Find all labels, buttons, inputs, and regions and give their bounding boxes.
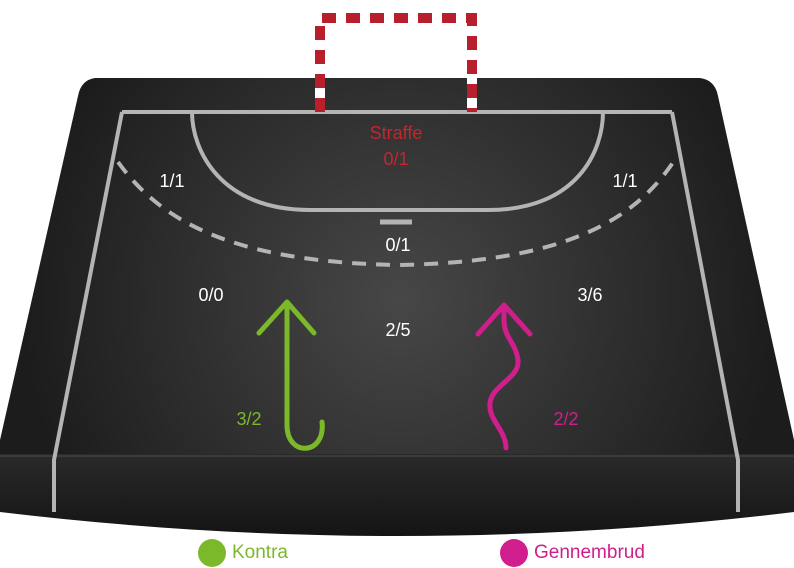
right-side-line — [670, 111, 740, 512]
gennembrud-color-dot — [500, 539, 528, 567]
left-wing-6m-score: 1/1 — [159, 171, 184, 191]
gennembrud-arrow — [475, 302, 533, 451]
kontra-color-dot — [198, 539, 226, 567]
penalty-score: 0/1 — [383, 149, 408, 169]
kontra-score: 3/2 — [236, 409, 261, 429]
goal-area-line — [190, 111, 605, 212]
goal — [315, 13, 477, 112]
kontra-legend-label: Kontra — [232, 542, 288, 563]
kontra-arrow — [256, 299, 325, 451]
left-side-line — [52, 111, 124, 512]
legend-item-gennembrud: Gennembrud — [500, 538, 645, 568]
gennembrud-legend-label: Gennembrud — [534, 542, 645, 563]
center-back-score: 2/5 — [385, 320, 410, 340]
penalty-title: Straffe — [370, 123, 423, 143]
right-back-score: 3/6 — [577, 285, 602, 305]
center-6m-score: 0/1 — [385, 235, 410, 255]
gennembrud-score: 2/2 — [553, 409, 578, 429]
court-base-edge — [0, 454, 794, 536]
court-floor — [0, 78, 794, 458]
right-wing-6m-score: 1/1 — [612, 171, 637, 191]
legend-item-kontra: Kontra — [198, 538, 288, 568]
left-back-score: 0/0 — [198, 285, 223, 305]
